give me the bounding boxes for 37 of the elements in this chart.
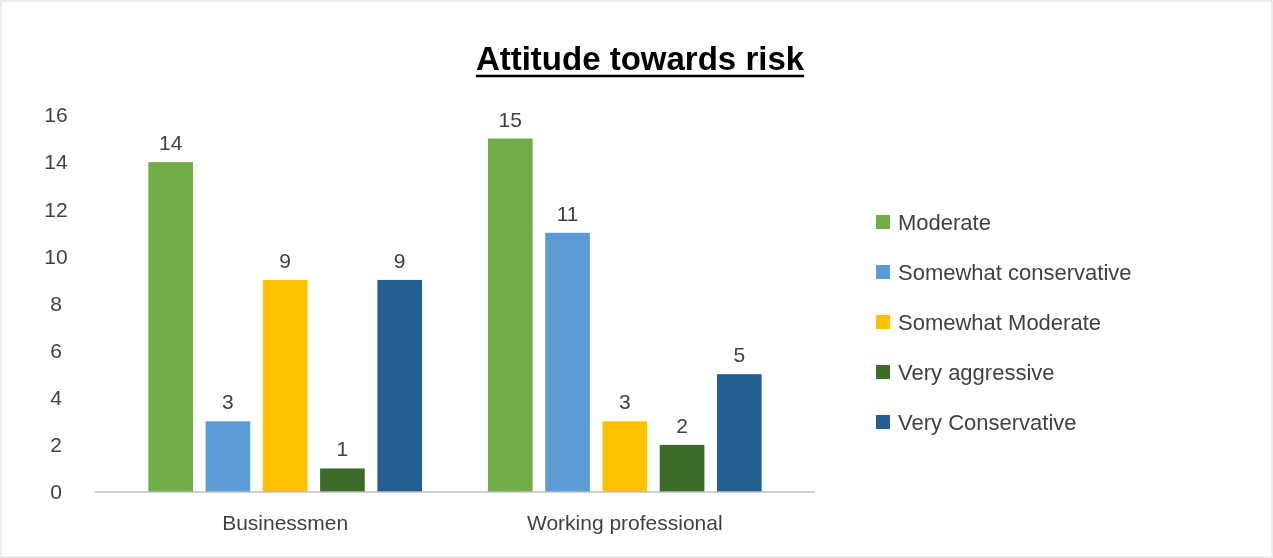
- y-tick-label: 2: [50, 433, 62, 457]
- data-label: 3: [618, 390, 631, 414]
- data-label: 1: [336, 437, 349, 461]
- legend-label: Somewhat Moderate: [898, 309, 1101, 335]
- bar: [659, 444, 705, 492]
- data-label: 5: [733, 343, 746, 367]
- legend-label: Very aggressive: [898, 359, 1055, 385]
- bar: [716, 374, 762, 492]
- bar: [205, 421, 251, 492]
- y-tick-label: 14: [44, 150, 68, 174]
- data-label: 14: [159, 131, 183, 155]
- data-label: 9: [393, 248, 406, 272]
- x-tick-label: Working professional: [526, 511, 723, 534]
- bar: [545, 232, 590, 492]
- data-label: 2: [676, 413, 688, 437]
- bar: [148, 162, 194, 492]
- y-tick-label: 10: [44, 244, 68, 268]
- legend-label: Very Conservative: [898, 409, 1077, 435]
- y-tick-label: 4: [50, 386, 63, 410]
- bar: [487, 138, 533, 492]
- data-label: 11: [556, 201, 579, 225]
- legend-label: Somewhat conservative: [898, 259, 1132, 285]
- chart-title: Attitude towards risk: [475, 40, 805, 77]
- data-label: 9: [279, 248, 292, 272]
- bar: [377, 279, 423, 492]
- y-tick-label: 0: [50, 480, 62, 504]
- data-label: 3: [222, 390, 234, 414]
- legend-label: Moderate: [898, 209, 991, 235]
- bar: [602, 421, 648, 492]
- bar: [320, 468, 365, 492]
- x-tick-label: Businessmen: [222, 511, 349, 534]
- y-tick-label: 12: [44, 197, 68, 221]
- y-tick-label: 8: [50, 291, 62, 315]
- y-tick-label: 16: [44, 103, 68, 127]
- data-label: 15: [498, 107, 522, 131]
- bar: [262, 279, 308, 492]
- y-tick-label: 6: [50, 338, 62, 362]
